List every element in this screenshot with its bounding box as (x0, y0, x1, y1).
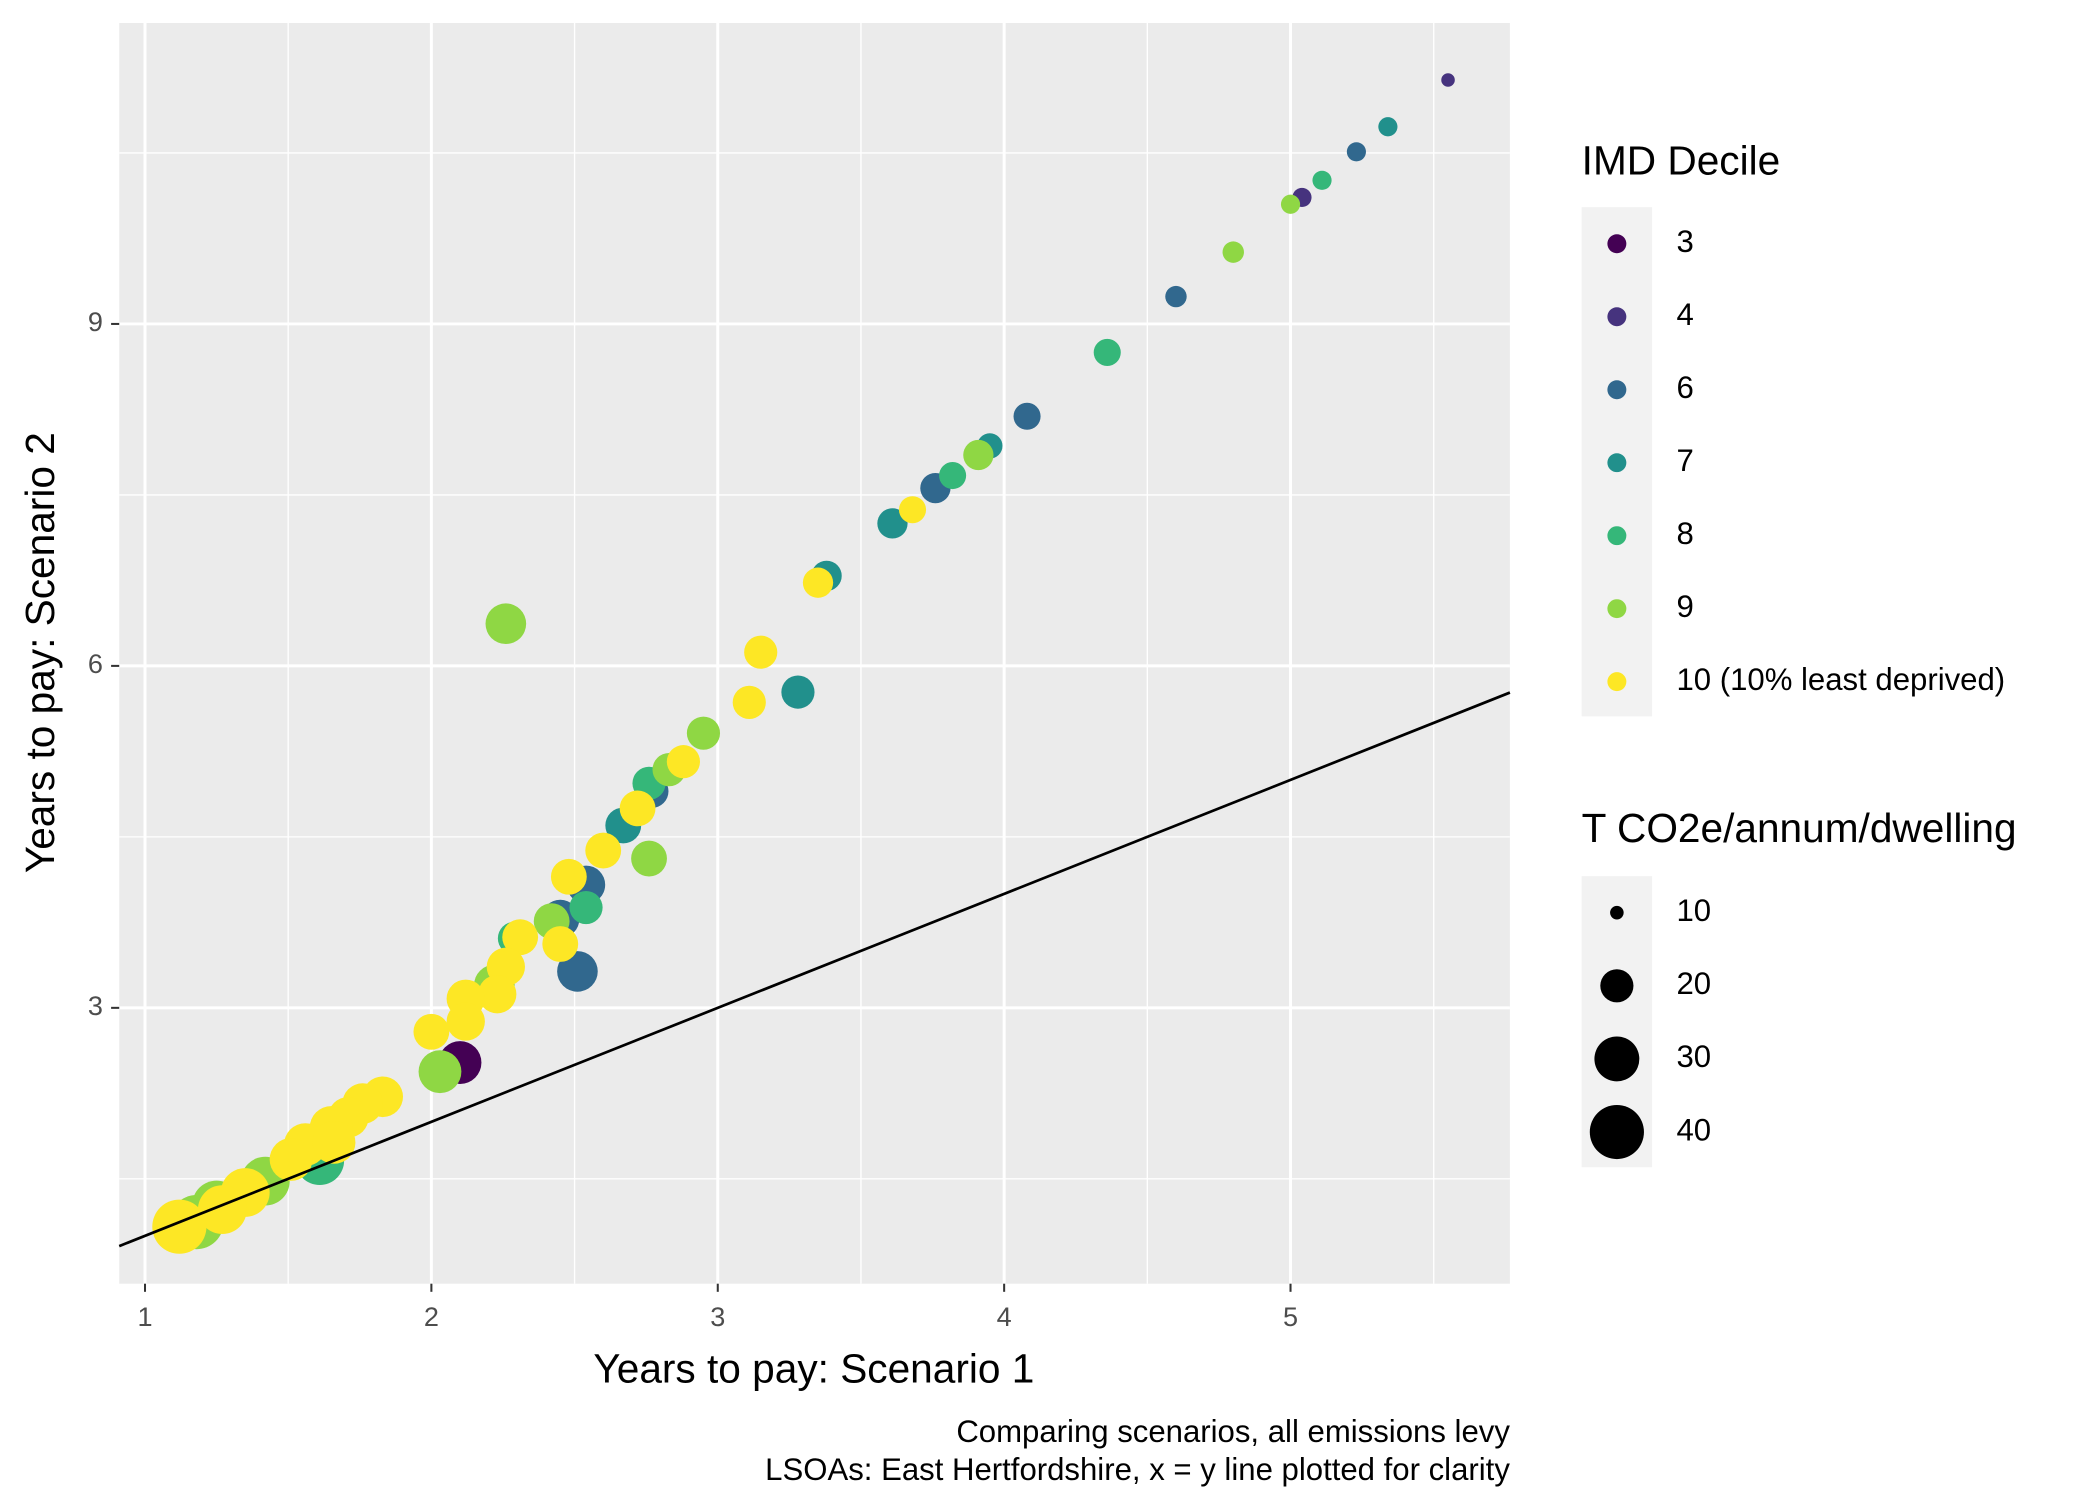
y-tick-label: 6 (88, 648, 103, 679)
point (1441, 73, 1455, 87)
point (269, 1138, 313, 1181)
marks (118, 73, 1511, 1254)
point (542, 926, 579, 962)
legend-label: 10 (1676, 893, 1711, 928)
point (1222, 241, 1244, 263)
point (1013, 402, 1041, 430)
point (1346, 142, 1366, 162)
y-tick-label: 3 (88, 990, 103, 1021)
caption: Comparing scenarios, all emissions levy (956, 1414, 1510, 1449)
point (413, 1013, 450, 1050)
legend-label: 4 (1676, 297, 1693, 332)
point (197, 1185, 247, 1235)
point (1165, 285, 1187, 308)
size-legend-key (1594, 1036, 1640, 1082)
point (732, 685, 766, 719)
panel (119, 23, 1510, 1284)
x-tick-label: 2 (424, 1301, 439, 1332)
point (1280, 194, 1301, 214)
grid: 1 2 3 4 5 3 6 9 (88, 23, 1510, 1332)
size-legend-key (1589, 1104, 1644, 1160)
legend-label: 20 (1676, 966, 1711, 1001)
point (1312, 170, 1332, 190)
point (898, 496, 927, 524)
x-tick-label: 5 (1283, 1301, 1298, 1332)
legend-title: IMD Decile (1582, 138, 1781, 184)
point (963, 439, 994, 471)
x-tick-label: 3 (710, 1301, 725, 1332)
caption: LSOAs: East Hertfordshire, x = y line pl… (765, 1452, 1510, 1487)
legend-label: 3 (1676, 224, 1693, 259)
point (631, 840, 667, 877)
point (312, 1120, 356, 1164)
legend-label: 9 (1676, 589, 1693, 624)
x-tick-label: 1 (137, 1301, 152, 1332)
x-tick-label: 4 (997, 1301, 1012, 1332)
legend-key (1607, 380, 1627, 400)
size-legend-key (1600, 969, 1634, 1003)
point (152, 1199, 207, 1254)
point (619, 790, 656, 827)
y-tick-label: 9 (88, 306, 103, 337)
legend-key (1607, 672, 1627, 692)
legend-key (1607, 307, 1627, 327)
point (585, 832, 622, 869)
legend-key (1607, 234, 1627, 254)
point (502, 919, 539, 956)
point (666, 745, 700, 779)
legend-label: 40 (1676, 1112, 1711, 1147)
point (686, 716, 721, 750)
legend-label: 10 (10% least deprived) (1676, 662, 2005, 697)
x-axis-title: Years to pay: Scenario 1 (593, 1345, 1034, 1391)
legend-label: 6 (1676, 370, 1693, 405)
point (418, 1050, 462, 1094)
point (478, 975, 517, 1014)
point (744, 635, 778, 669)
legend-label: 8 (1676, 516, 1693, 551)
legend: 3 4 6 7 8 9 10 (10% least deprived) 10 20 30 40 (1589, 224, 2005, 1160)
point (939, 462, 967, 490)
point (569, 890, 603, 925)
identity-line (118, 691, 1511, 1248)
point (802, 567, 834, 598)
point (877, 508, 908, 539)
legend-key (1607, 599, 1627, 619)
point (781, 675, 815, 709)
point (485, 603, 527, 645)
point (1378, 117, 1398, 137)
legend-key (1607, 453, 1627, 473)
point (1093, 338, 1121, 366)
point (550, 858, 587, 895)
legend-label: 7 (1676, 443, 1693, 478)
legend-key (1607, 526, 1627, 546)
legend-label: 30 (1676, 1039, 1711, 1074)
size-legend-key (1610, 905, 1624, 920)
y-axis-title: Years to pay: Scenario 2 (17, 432, 63, 873)
point (446, 1002, 485, 1041)
point (557, 951, 598, 992)
legend-title: T CO2e/annum/dwelling (1582, 805, 2017, 851)
